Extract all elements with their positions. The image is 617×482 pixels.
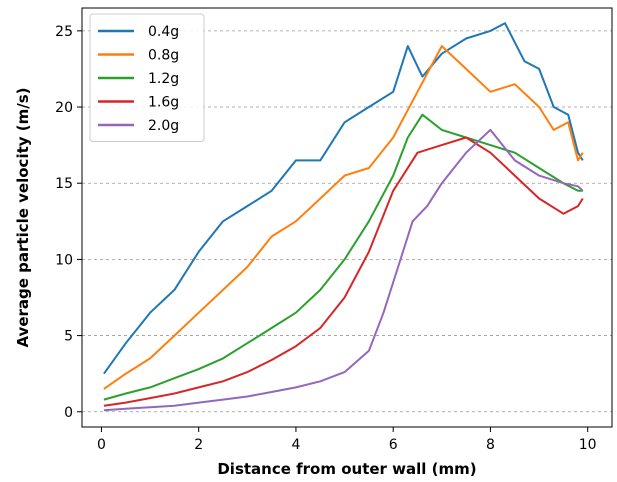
x-tick-label: 8 bbox=[486, 437, 495, 453]
plot-frame bbox=[81, 7, 613, 428]
x-tick-label: 2 bbox=[194, 437, 203, 453]
x-tick-label: 4 bbox=[291, 437, 300, 453]
legend-label: 1.6g bbox=[148, 95, 179, 111]
series-line-1.6g bbox=[103, 136, 584, 407]
x-tick-label: 0 bbox=[97, 437, 106, 453]
legend-label: 0.8g bbox=[148, 48, 179, 64]
y-tick-label: 25 bbox=[55, 24, 73, 40]
legend-label: 2.0g bbox=[148, 118, 179, 134]
legend: 0.4g 0.8g 1.2g 1.6g 2.0g bbox=[89, 13, 205, 142]
y-tick-label: 20 bbox=[55, 100, 73, 116]
y-axis-ticks: 0 5 10 15 20 25 bbox=[55, 24, 82, 421]
legend-label: 0.4g bbox=[148, 24, 179, 40]
x-tick-label: 6 bbox=[389, 437, 398, 453]
y-tick-label: 5 bbox=[64, 329, 73, 345]
y-axis-label: Average particle velocity (m/s) bbox=[14, 87, 32, 347]
series-line-0.8g bbox=[103, 45, 584, 390]
y-tick-label: 0 bbox=[64, 405, 73, 421]
legend-label: 1.2g bbox=[148, 71, 179, 87]
legend-box bbox=[89, 13, 205, 142]
series-line-0.4g bbox=[103, 22, 584, 375]
y-tick-label: 10 bbox=[55, 252, 73, 268]
series-line-2.0g bbox=[103, 128, 584, 412]
x-axis-label: Distance from outer wall (mm) bbox=[217, 460, 476, 478]
x-tick-label: 10 bbox=[579, 437, 597, 453]
y-tick-label: 15 bbox=[55, 176, 73, 192]
x-axis-ticks: 0 2 4 6 8 10 bbox=[97, 427, 597, 453]
gridlines bbox=[82, 30, 612, 413]
series-line-1.2g bbox=[103, 113, 583, 401]
series-lines bbox=[103, 22, 584, 412]
